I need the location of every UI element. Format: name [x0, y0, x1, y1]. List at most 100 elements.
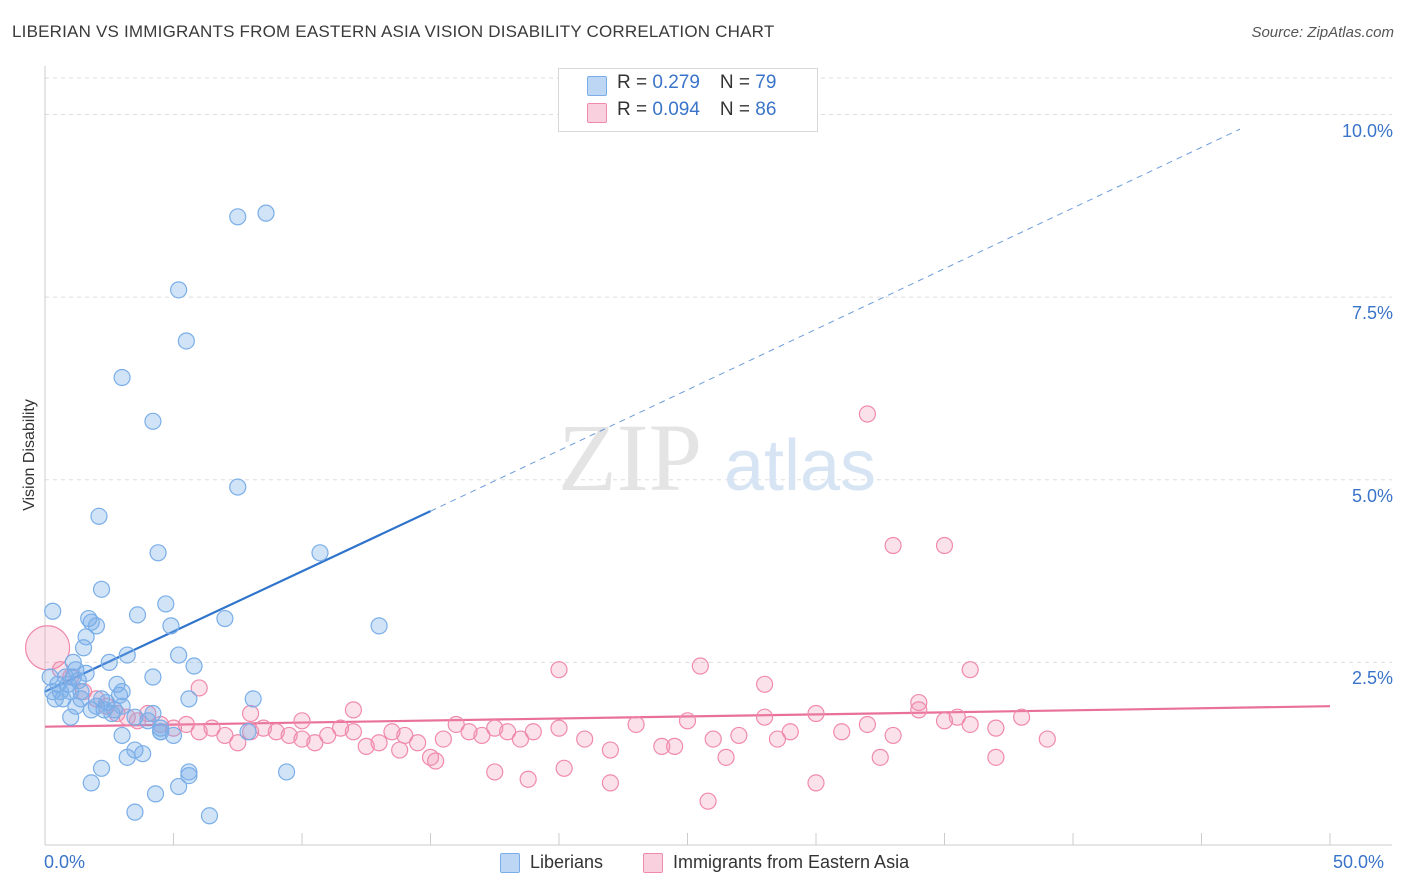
eastern-asia-point — [1038, 730, 1056, 748]
eastern-asia-point — [948, 708, 966, 726]
eastern-asia-point — [755, 708, 774, 726]
chart-title: LIBERIAN VS IMMIGRANTS FROM EASTERN ASIA… — [12, 22, 775, 41]
eastern-asia-point — [357, 737, 375, 755]
eastern-asia-point — [730, 726, 748, 745]
liberian-point — [144, 668, 162, 686]
eastern-asia-point — [164, 719, 183, 737]
liberian-point — [110, 686, 129, 704]
eastern-asia-point — [858, 715, 877, 734]
eastern-asia-point — [910, 693, 928, 712]
eastern-asia-point — [884, 726, 902, 745]
eastern-asia-point — [755, 675, 774, 693]
eastern-asia-point — [519, 770, 537, 788]
series-legend-swatch — [500, 852, 520, 873]
series-legend-label: Liberians — [530, 852, 604, 872]
x-tick-label-0: 0.0% — [44, 852, 86, 872]
eastern-asia-point — [1012, 708, 1031, 726]
liberian-point — [257, 204, 275, 222]
eastern-asia-point — [653, 737, 671, 755]
eastern-asia-point — [807, 704, 825, 723]
liberian-point — [64, 653, 82, 671]
eastern-asia-point — [601, 741, 620, 759]
liberian-point — [239, 723, 257, 741]
y-tick-label-0: 2.5% — [1351, 668, 1393, 689]
legend-row-1: R = 0.094 N = 86 — [617, 99, 776, 121]
eastern-asia-point — [177, 715, 195, 734]
axes — [44, 66, 1392, 846]
trend-lines — [44, 128, 1331, 728]
series-legend-item-1: Immigrants from Eastern Asia — [643, 852, 909, 873]
liberian-point — [146, 785, 165, 803]
r-value: 0.279 — [652, 72, 700, 93]
eastern-asia-point — [807, 774, 825, 792]
eastern-asia-point — [555, 759, 573, 777]
eastern-asia-point — [486, 763, 504, 781]
eastern-asia-point — [550, 661, 568, 679]
legend-swatch-1 — [587, 103, 607, 123]
liberian-point — [134, 745, 152, 763]
liberian-point — [92, 759, 111, 777]
n-label: N = — [719, 72, 756, 93]
eastern-asia-point — [293, 730, 311, 748]
liberian-point — [277, 763, 296, 781]
liberian-point — [229, 478, 247, 496]
eastern-asia-point — [699, 792, 717, 810]
liberian-point — [152, 723, 170, 741]
liberian-point — [170, 777, 188, 796]
eastern-asia-point — [781, 723, 799, 741]
legend-row-0: R = 0.279 N = 79 — [617, 72, 776, 94]
liberian-point — [185, 657, 203, 675]
liberian-point — [164, 726, 183, 745]
eastern-asia-point — [434, 730, 452, 748]
liberian-point — [80, 609, 98, 628]
eastern-asia-point — [524, 723, 542, 741]
eastern-asia-point — [987, 719, 1005, 737]
eastern-asia-point — [691, 657, 709, 675]
eastern-asia-point — [331, 719, 350, 737]
r-label: R = — [617, 99, 653, 120]
liberian-point — [90, 507, 108, 525]
watermark: ZIP atlas — [558, 404, 876, 511]
eastern-asia-point — [280, 726, 298, 745]
liberian-point — [100, 653, 118, 671]
liberian-point — [74, 639, 93, 657]
eastern-asia-point — [267, 723, 285, 741]
liberian-point — [128, 606, 147, 624]
series-legend-item-0: Liberians — [500, 852, 603, 873]
watermark-zip: ZIP — [558, 404, 702, 511]
liberian-point — [72, 690, 90, 708]
legend-swatch-0 — [587, 76, 607, 96]
eastern-asia-point — [833, 723, 851, 741]
series-legend-swatch — [643, 852, 663, 873]
liberian-point — [118, 646, 136, 664]
eastern-asia-point — [961, 661, 979, 679]
x-tick-label-1: 50.0% — [1333, 852, 1385, 872]
trend-line-1 — [44, 705, 1331, 728]
y-tick-label-3: 10.0% — [1341, 120, 1393, 141]
y-tick-label-2: 7.5% — [1351, 303, 1393, 324]
trend-line-0 — [44, 510, 431, 693]
eastern-asia-point — [884, 536, 902, 555]
eastern-asia-point — [242, 704, 260, 723]
gridlines — [45, 77, 1392, 663]
eastern-asia-point — [229, 734, 247, 752]
y-tick-label-1: 5.0% — [1351, 485, 1393, 506]
liberian-point — [170, 281, 188, 299]
liberian-point — [157, 595, 175, 613]
eastern-asia-point — [704, 730, 722, 748]
eastern-asia-point — [344, 723, 362, 741]
liberian-point — [152, 719, 170, 737]
data-points — [24, 204, 1056, 825]
source-label: Source: ZipAtlas.com — [1251, 24, 1394, 41]
eastern-asia-point — [935, 712, 954, 730]
eastern-asia-point — [858, 405, 877, 423]
r-label: R = — [617, 72, 653, 93]
r-value: 0.094 — [652, 99, 700, 120]
n-value: 79 — [755, 72, 777, 93]
eastern-asia-point — [190, 679, 208, 697]
eastern-asia-point — [383, 723, 401, 741]
n-value: 86 — [755, 99, 777, 120]
watermark-atlas: atlas — [724, 426, 876, 506]
liberian-point — [149, 544, 167, 562]
